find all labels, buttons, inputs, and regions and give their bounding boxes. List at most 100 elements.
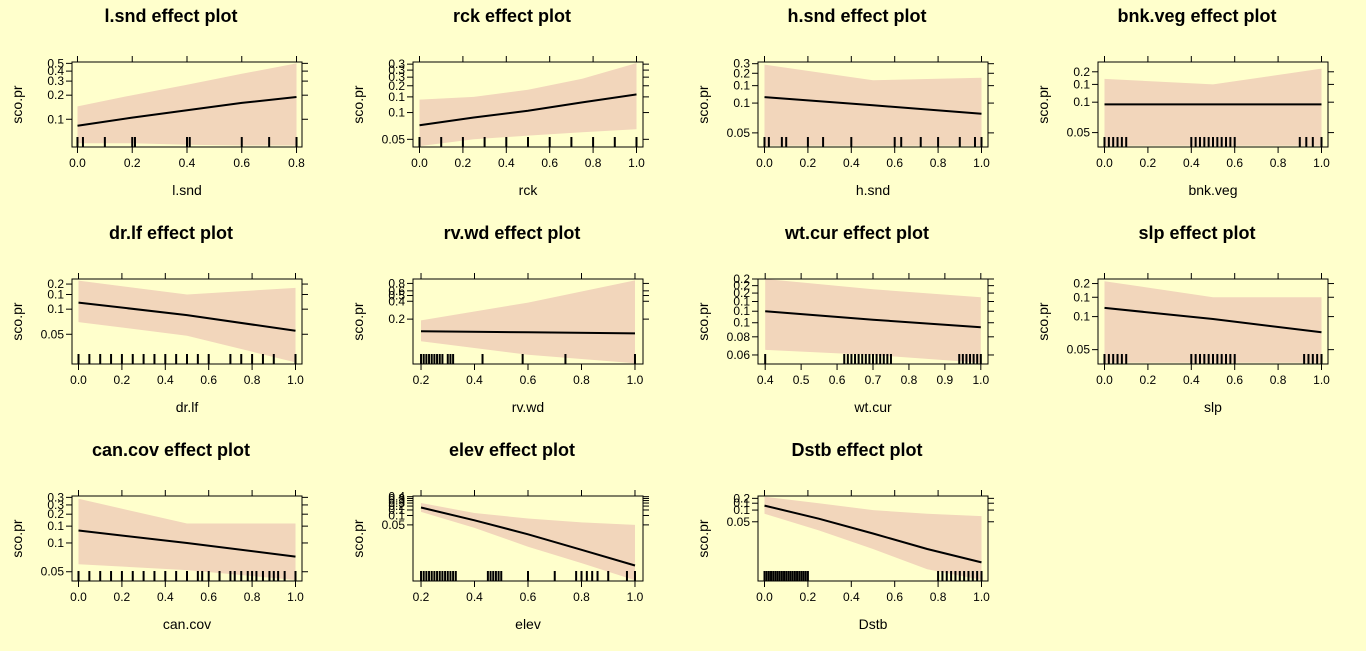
y-axis-label: sco.pr: [695, 302, 711, 340]
y-tick-label: 0.05: [382, 132, 406, 146]
x-tick-label: 1.0: [628, 156, 645, 170]
x-tick-label: 0.4: [157, 373, 174, 387]
panel-title: slp effect plot: [1138, 223, 1255, 243]
y-tick-label: 0.1: [733, 503, 750, 517]
x-tick-label: 0.2: [124, 156, 141, 170]
x-axis-label: l.snd: [172, 182, 202, 198]
x-tick-label: 0.2: [114, 590, 131, 604]
panel-title: can.cov effect plot: [92, 440, 250, 460]
y-tick-label: 0.1: [733, 496, 750, 510]
x-tick-label: 1.0: [973, 156, 990, 170]
x-tick-label: 0.2: [1140, 373, 1157, 387]
panel-title: bnk.veg effect plot: [1117, 6, 1276, 26]
fitted-line: [78, 301, 296, 332]
y-axis-label: sco.pr: [9, 519, 25, 557]
x-axis-label: rck: [519, 182, 539, 198]
confidence-band: [1104, 281, 1322, 363]
x-tick-label: 1.0: [1313, 373, 1330, 387]
x-axis-label: slp: [1204, 399, 1222, 415]
x-tick-label: 0.4: [757, 373, 774, 387]
y-tick-label: 0.1: [733, 96, 750, 110]
y-tick-label: 0.5: [47, 56, 64, 70]
y-tick-label: 0.2: [733, 286, 750, 300]
x-tick-label: 0.6: [886, 156, 903, 170]
x-tick-label: 0.6: [200, 590, 217, 604]
y-tick-label: 0.2: [733, 279, 750, 293]
y-tick-label: 0.4: [388, 490, 405, 504]
effect-panel: h.snd effect plot 0.0 0.2 0.4 0.6 0.8 1.0 0.05 0…: [695, 6, 994, 198]
panel-title: elev effect plot: [449, 440, 575, 460]
x-tick-label: 0.8: [1270, 156, 1287, 170]
y-tick-label: 0.3: [388, 57, 405, 71]
x-axis-label: Dstb: [859, 616, 888, 632]
x-tick-label: 0.6: [200, 373, 217, 387]
x-tick-label: 0.6: [829, 373, 846, 387]
x-tick-label: 0.0: [70, 373, 87, 387]
plot-frame: [757, 495, 989, 582]
x-axis-label: elev: [515, 616, 541, 632]
confidence-band: [78, 498, 296, 580]
y-tick-label: 0.05: [727, 126, 751, 140]
x-tick-label: 0.4: [498, 156, 515, 170]
y-tick-label: 0.1: [47, 287, 64, 301]
y-axis-label: sco.pr: [350, 519, 366, 557]
effect-panel: wt.cur effect plot 0.4 0.5 0.6 0.7 0.8 0.9 1.0 0…: [695, 223, 994, 415]
y-tick-label: 0.05: [1067, 343, 1091, 357]
y-tick-label: 0.2: [47, 277, 64, 291]
x-axis-label: can.cov: [163, 616, 211, 632]
y-tick-label: 0.3: [47, 74, 64, 88]
fitted-line: [764, 96, 982, 115]
y-tick-label: 0.3: [388, 496, 405, 510]
y-tick-label: 0.3: [388, 63, 405, 77]
x-tick-label: 1.0: [287, 373, 304, 387]
x-tick-label: 0.2: [800, 156, 817, 170]
y-tick-label: 0.05: [41, 565, 65, 579]
y-axis-label: sco.pr: [695, 519, 711, 557]
effect-panel: bnk.veg effect plot 0.0 0.2 0.4 0.6 0.8 1.0 0.0…: [1035, 6, 1334, 198]
y-tick-label: 0.8: [388, 276, 405, 290]
y-tick-label: 0.2: [388, 312, 405, 326]
panel-title: rck effect plot: [453, 6, 571, 26]
y-tick-label: 0.2: [1073, 277, 1090, 291]
x-axis-label: h.snd: [856, 182, 890, 198]
y-axis-label: sco.pr: [9, 302, 25, 340]
x-tick-label: 0.4: [157, 590, 174, 604]
x-axis-label: wt.cur: [853, 399, 892, 415]
x-tick-label: 0.8: [585, 156, 602, 170]
y-tick-label: 0.05: [41, 327, 65, 341]
x-tick-label: 0.8: [573, 373, 590, 387]
effect-panel: can.cov effect plot 0.0 0.2 0.4 0.6 0.8 1.0 0.0…: [9, 440, 308, 632]
y-tick-label: 0.1: [47, 112, 64, 126]
y-tick-label: 0.06: [727, 348, 751, 362]
y-tick-label: 0.6: [388, 284, 405, 298]
y-tick-label: 0.05: [1067, 126, 1091, 140]
y-tick-label: 0.2: [388, 79, 405, 93]
effect-panel: rck effect plot 0.0 0.2 0.4 0.6 0.8 1.0 0.05 0.1…: [350, 6, 649, 198]
y-tick-label: 0.1: [1073, 95, 1090, 109]
y-tick-label: 0.2: [388, 499, 405, 513]
x-tick-label: 0.8: [573, 590, 590, 604]
x-tick-label: 0.2: [800, 590, 817, 604]
x-tick-label: 0.6: [520, 373, 537, 387]
y-tick-label: 0.1: [733, 304, 750, 318]
y-tick-label: 0.1: [388, 106, 405, 120]
y-tick-label: 0.1: [47, 302, 64, 316]
x-tick-label: 0.4: [843, 590, 860, 604]
panel-title: l.snd effect plot: [104, 6, 237, 26]
y-tick-label: 0.2: [733, 66, 750, 80]
confidence-band: [419, 63, 637, 147]
x-tick-label: 0.6: [1226, 373, 1243, 387]
y-tick-label: 0.2: [1073, 65, 1090, 79]
fitted-line: [764, 504, 982, 564]
y-tick-label: 0.1: [1073, 310, 1090, 324]
x-tick-label: 0.4: [179, 156, 196, 170]
fitted-line: [419, 93, 637, 127]
x-tick-label: 0.2: [114, 373, 131, 387]
plot-frame: [757, 61, 989, 148]
fitted-line: [77, 96, 297, 127]
x-tick-label: 1.0: [287, 590, 304, 604]
y-tick-label: 0.4: [388, 294, 405, 308]
x-tick-label: 0.0: [411, 156, 428, 170]
